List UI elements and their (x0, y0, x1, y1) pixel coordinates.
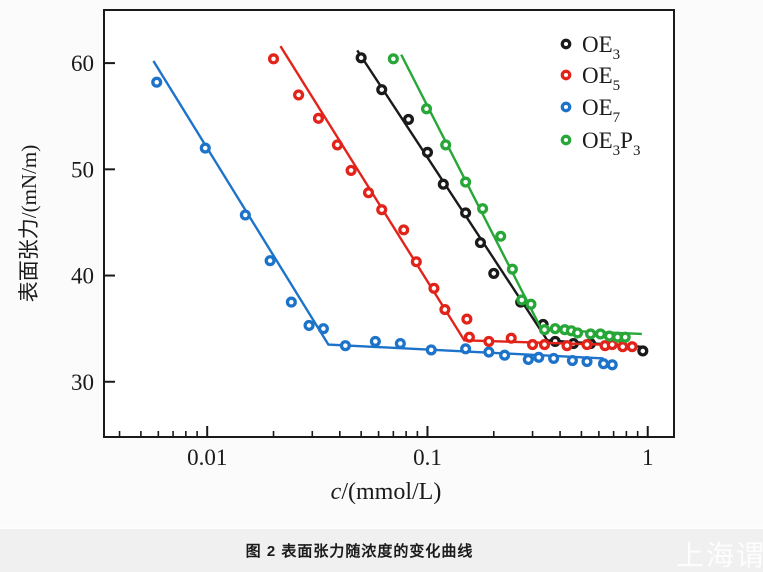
data-point (463, 331, 475, 343)
data-point (499, 349, 511, 361)
data-point (549, 323, 561, 335)
legend-label-OE5: OE5 (582, 63, 620, 94)
data-point (331, 139, 343, 151)
data-point (477, 203, 489, 215)
data-point (312, 112, 325, 124)
data-point (505, 332, 517, 344)
data-point (516, 294, 528, 306)
data-point (597, 358, 610, 370)
surface-tension-chart: 0.01 0.1 1 30 40 50 60 c/(mmol/L) 表面张力/(mN/m) OE3… (17, 9, 675, 505)
data-point (603, 330, 615, 342)
data-point (561, 340, 573, 352)
data-point (506, 263, 518, 275)
data-point (584, 328, 597, 340)
y-tick-label: 50 (71, 157, 94, 182)
y-tick-label: 30 (71, 370, 94, 395)
data-point (420, 103, 433, 115)
legend-marker-OE7 (560, 101, 572, 113)
data-point (522, 353, 534, 366)
series-OE3P3 (387, 53, 642, 343)
x-tick-label: 0.01 (187, 445, 227, 470)
data-point (151, 76, 163, 88)
plot-border (103, 9, 675, 438)
data-point (293, 89, 305, 101)
data-point (428, 282, 440, 294)
data-point (617, 341, 629, 353)
data-point (394, 337, 406, 350)
fit-line-OE7 (152, 60, 604, 360)
data-point (398, 224, 410, 236)
y-axis-label: 表面张力/(mN/m) (17, 145, 41, 303)
data-point (362, 187, 375, 199)
legend-marker-OE3P3 (560, 134, 572, 146)
x-tick-label: 0.1 (413, 445, 442, 470)
data-point (355, 52, 367, 64)
legend-marker-OE3 (560, 38, 572, 50)
caption-strip: 图 2 表面张力随浓度的变化曲线 上海谓尔 (0, 527, 763, 572)
data-point (474, 237, 487, 249)
data-point (264, 255, 276, 267)
data-point (581, 356, 593, 368)
data-point (345, 164, 357, 176)
data-point (566, 354, 578, 367)
chart-region: 0.01 0.1 1 30 40 50 60 c/(mmol/L) 表面张力/(mN/m) OE3… (17, 9, 675, 505)
data-point (339, 340, 351, 352)
legend-label-OE3P3: OE3P3 (582, 128, 640, 159)
y-tick-label: 60 (71, 51, 94, 76)
data-point (619, 331, 631, 343)
data-point (594, 328, 606, 340)
data-point (606, 359, 618, 371)
data-point (533, 351, 545, 363)
data-point (317, 323, 329, 335)
data-point (239, 209, 251, 221)
data-point (199, 142, 211, 154)
data-point (387, 53, 399, 65)
x-axis-label: c/(mmol/L) (331, 479, 442, 505)
data-point (437, 178, 449, 190)
figure-caption: 图 2 表面张力随浓度的变化曲线 (245, 543, 474, 560)
data-point (267, 53, 280, 65)
data-point (538, 324, 551, 336)
data-point (376, 204, 388, 216)
legend-label-OE3: OE3 (582, 32, 620, 63)
data-point (410, 256, 422, 268)
data-point (425, 344, 437, 356)
data-point (571, 327, 584, 339)
data-point (538, 339, 551, 351)
data-point (581, 339, 593, 351)
data-point (376, 84, 388, 96)
series-OE7 (151, 60, 618, 371)
legend-label-OE7: OE7 (582, 95, 621, 126)
data-point (439, 303, 451, 316)
x-tick-label: 1 (642, 445, 654, 470)
data-point (483, 335, 495, 347)
watermark-text: 上海谓尔 (676, 540, 763, 571)
data-point (303, 319, 315, 332)
data-point (460, 343, 472, 355)
data-point (369, 335, 381, 347)
data-point (461, 313, 473, 325)
data-point (637, 345, 649, 357)
data-point (626, 341, 638, 353)
data-point (488, 267, 500, 279)
data-point (460, 207, 472, 219)
data-point (483, 346, 495, 358)
y-tick-label: 40 (71, 264, 94, 289)
data-point (460, 176, 472, 188)
data-point (421, 146, 434, 158)
data-point (495, 230, 507, 242)
legend-marker-OE5 (560, 69, 572, 81)
data-point (525, 298, 537, 310)
series-OE5 (267, 45, 638, 353)
data-point (527, 339, 539, 351)
data-point (440, 139, 452, 151)
data-point (285, 296, 297, 308)
data-point (548, 352, 560, 364)
data-point (402, 113, 415, 125)
